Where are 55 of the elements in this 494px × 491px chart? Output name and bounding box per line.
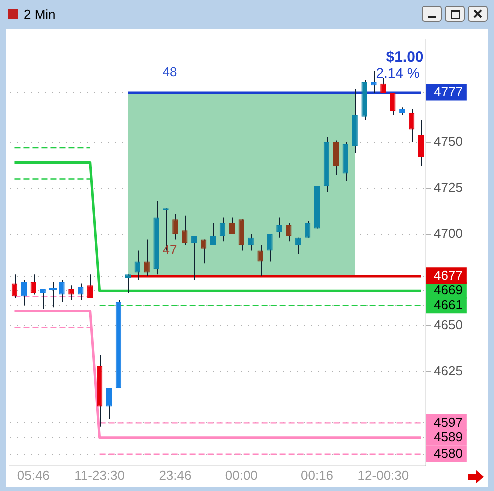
candlestick [68,285,74,301]
candlestick [125,274,132,294]
candlestick [106,388,112,420]
candlestick [276,217,282,238]
candlestick [21,280,28,306]
x-tick-label: 12-00:30 [358,468,410,483]
candlestick [182,215,188,246]
x-tick-label: 23:46 [159,468,192,483]
y-tick-label: 4677 [434,268,463,284]
candlestick [380,78,386,94]
y-tick-label: 4669 [434,282,463,298]
candlestick [238,219,244,252]
candlestick [134,250,140,281]
candlestick [78,283,84,301]
annotation: $1.00 [386,49,424,66]
candlestick [267,234,273,262]
y-tick-label: 4597 [434,414,463,430]
x-tick-label: 00:00 [225,468,258,483]
candlestick [304,220,311,238]
x-tick-label: 05:46 [17,468,50,483]
y-tick-label: 4777 [434,84,463,100]
y-tick-label: 4725 [434,180,463,195]
candlestick [418,120,424,167]
candlestick [192,236,198,281]
candlestick [296,237,302,255]
candlestick [248,234,254,252]
y-tick-label: 4750 [434,134,463,150]
candlestick [371,70,377,94]
candlestick [200,239,207,264]
x-tick-label: 11-23:30 [74,468,125,483]
y-tick-label: 4589 [434,429,463,444]
annotation: 47 [162,242,178,258]
annotation: 2.14 % [376,64,420,81]
candlestick [88,274,94,299]
candlestick [172,214,178,240]
y-tick-label: 4661 [434,297,463,312]
candlestick [220,217,226,242]
candlestick [408,109,415,144]
candlestick [59,280,65,303]
candlestick [390,92,396,116]
candlestick [12,274,18,299]
y-tick-label: 4700 [434,226,463,241]
candlestick [258,244,264,277]
y-tick-label: 4650 [434,318,463,333]
candlestick [210,222,216,246]
y-tick-label: 4625 [434,363,463,378]
y-tick-label: 4580 [434,446,463,461]
candlestick [333,140,340,176]
annotation: 48 [162,64,178,80]
chart-title: 2 Min [24,6,56,22]
candlestick [30,274,36,296]
candlestick [229,217,236,235]
candlestick [286,222,292,242]
candlestick [144,239,150,277]
x-tick-label: 00:16 [301,468,334,483]
